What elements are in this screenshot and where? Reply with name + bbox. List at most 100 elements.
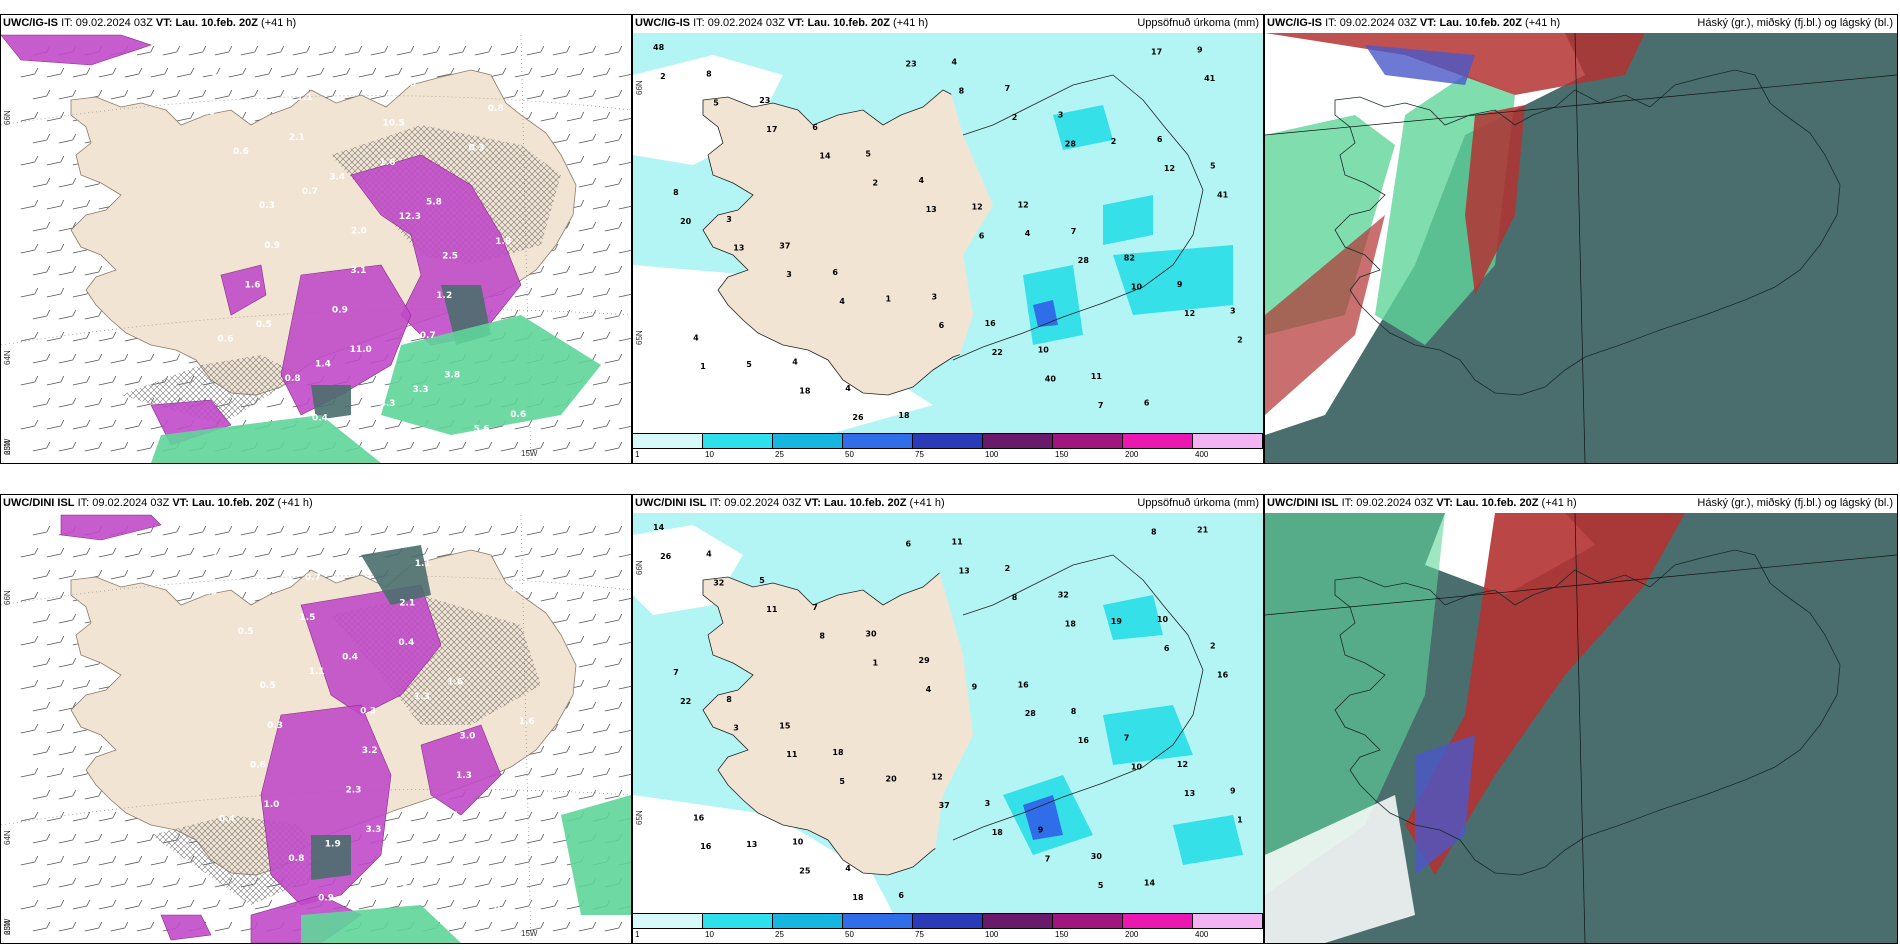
- precip-value: 23: [906, 60, 917, 69]
- wind-barb: [188, 89, 207, 100]
- wind-barb: [98, 855, 117, 866]
- wind-barb: [46, 331, 65, 342]
- wind-barb: [72, 199, 91, 210]
- precip-colorbar: 1 10 25 50 75 100 150 200 400: [633, 433, 1263, 461]
- wind-barb: [20, 635, 39, 646]
- precip-value: 12: [1164, 164, 1175, 173]
- precip-value: 1: [700, 362, 706, 371]
- wind-barb: [46, 855, 65, 866]
- it-label: IT:: [61, 17, 73, 29]
- snow-value: 1.2: [436, 291, 452, 301]
- wind-barb: [20, 723, 39, 734]
- precip-value: 28: [1065, 140, 1077, 149]
- wind-barb: [98, 811, 117, 822]
- snow-area: [311, 385, 351, 420]
- precip-value: 18: [799, 387, 811, 396]
- coastline: [1334, 549, 1841, 876]
- wind-barb: [84, 265, 103, 276]
- colorbar-tick-label: 100: [985, 930, 999, 939]
- precip-value: 2: [1237, 336, 1243, 345]
- snow-area: [220, 264, 267, 316]
- wind-barb: [176, 111, 195, 122]
- wind-barb: [578, 569, 597, 580]
- wind-barb: [462, 899, 481, 910]
- precip-value: 13: [1184, 789, 1195, 798]
- wind-barb: [514, 287, 533, 298]
- wind-barb: [578, 701, 597, 712]
- snow-value: 10.5: [383, 118, 405, 128]
- precip-value: 12: [932, 772, 943, 781]
- snow-value: 1.1: [297, 93, 313, 103]
- wind-barb: [20, 679, 39, 690]
- vt-label: VT: Lau. 10.feb. 20Z: [172, 497, 275, 509]
- precip-value: 13: [733, 244, 744, 253]
- wind-barb: [436, 899, 455, 910]
- wind-barb: [552, 921, 571, 932]
- wind-barb: [488, 811, 507, 822]
- wind-barb: [540, 547, 559, 558]
- wind-barb: [84, 833, 103, 844]
- it-value: 09.02.2024 03Z: [75, 17, 153, 29]
- snow-value: 11.0: [350, 345, 372, 355]
- wind-barb: [202, 899, 221, 910]
- wind-barb: [58, 353, 77, 364]
- precip-value: 4: [792, 358, 798, 367]
- snow-area: [361, 545, 431, 605]
- wind-barb: [448, 525, 467, 536]
- wind-barb: [98, 419, 117, 430]
- wind-barb: [604, 265, 623, 276]
- snow-value: 1.3: [532, 277, 548, 287]
- wind-barb: [370, 441, 389, 452]
- snow-value: 4.3: [380, 399, 396, 409]
- snow-area: [420, 724, 502, 816]
- snow-value: 6.5: [400, 79, 416, 89]
- high-cloud: [1465, 105, 1525, 295]
- wind-barb: [396, 833, 415, 844]
- wind-barb: [474, 877, 493, 888]
- precip-value: 6: [979, 232, 985, 241]
- wind-barb: [110, 569, 129, 580]
- wind-barb: [604, 789, 623, 800]
- snow-value: 3.1: [350, 266, 366, 276]
- wind-barb: [240, 525, 259, 536]
- wind-barb: [20, 243, 39, 254]
- precip-value: 3: [1230, 307, 1236, 316]
- precip-value: 8: [959, 86, 965, 95]
- wind-barb: [474, 525, 493, 536]
- snow-value: 0.9: [332, 306, 348, 316]
- wind-barb: [32, 309, 51, 320]
- panel-title: UWC/IG-IS IT: 09.02.2024 03Z VT: Lau. 10…: [3, 17, 296, 29]
- wind-barb: [20, 419, 39, 430]
- snow-value: 1.0: [264, 800, 280, 810]
- wind-barb: [384, 419, 403, 430]
- wind-barb: [46, 375, 65, 386]
- wind-barb: [604, 89, 623, 100]
- colorbar-segment: [703, 433, 773, 449]
- snow-value: 0.3: [469, 144, 485, 154]
- wind-barb: [240, 569, 259, 580]
- wind-barb: [292, 45, 311, 56]
- wind-barb: [422, 525, 441, 536]
- wind-barb: [188, 877, 207, 888]
- wind-barb: [514, 811, 533, 822]
- precip-value: 9: [1177, 280, 1183, 289]
- wind-barb: [306, 67, 325, 78]
- panel-dini-snow: 4.7 0.5 0.4 1.3 0.3 0.8 0.5 0.6 0.9 1.1 1.0 0.7 0.3 1…: [0, 494, 632, 944]
- precip-value: 9: [972, 683, 978, 692]
- wind-barb: [20, 331, 39, 342]
- precip-value: 21: [1197, 525, 1209, 534]
- snow-value: 1.1: [309, 667, 325, 677]
- lead-time: (+41 h): [277, 497, 313, 509]
- precip-value: 9: [1230, 787, 1236, 796]
- precip-value: 13: [746, 840, 757, 849]
- wind-barb: [618, 685, 631, 690]
- wind-barb: [84, 789, 103, 800]
- precip-value: 82: [1124, 254, 1135, 263]
- wind-barb: [384, 67, 403, 78]
- wind-barb: [566, 331, 585, 342]
- wind-barb: [552, 89, 571, 100]
- colorbar-segment: [1193, 433, 1263, 449]
- map-canvas: 4.7 0.5 0.4 1.3 0.3 0.8 0.5 0.6 0.9 1.1 1.0 0.7 0.3 1…: [1, 513, 631, 943]
- vt-label: VT: Lau. 10.feb. 20Z: [804, 497, 907, 509]
- wind-barb: [526, 877, 545, 888]
